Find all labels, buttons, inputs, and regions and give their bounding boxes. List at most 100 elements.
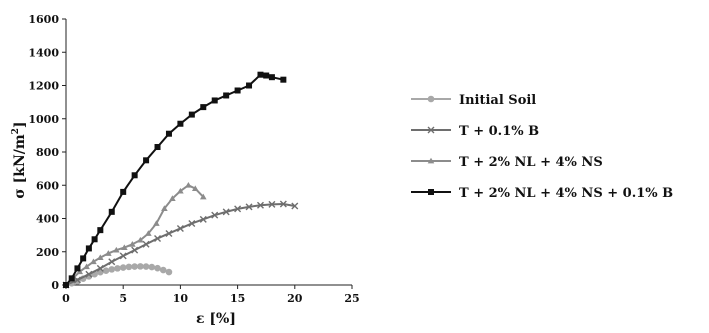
data-point	[119, 264, 127, 271]
data-point	[246, 82, 253, 89]
x-tick-label: 25	[344, 292, 359, 305]
data-point	[176, 224, 184, 232]
legend: Initial Soil T + 0.1% B T + 2% NL + 4% NS T…	[411, 93, 673, 201]
data-point	[74, 265, 81, 272]
data-point	[199, 193, 207, 200]
data-point	[91, 236, 98, 243]
data-point	[257, 71, 264, 78]
y-axis-title-close: ]	[12, 121, 28, 128]
data-point	[256, 201, 264, 209]
data-point	[169, 195, 176, 201]
data-point	[80, 255, 87, 262]
data-point	[154, 234, 162, 242]
y-tick-label: 1600	[28, 13, 59, 26]
data-point	[211, 211, 219, 219]
data-point	[188, 111, 195, 118]
data-point	[108, 258, 116, 266]
data-point	[142, 240, 150, 248]
data-point	[161, 205, 168, 211]
series-3	[62, 182, 207, 288]
data-point	[131, 263, 138, 270]
data-point	[85, 245, 92, 252]
data-point	[120, 188, 127, 195]
data-point	[191, 185, 199, 192]
x-axis-title: ε [%]	[196, 311, 236, 327]
data-point	[119, 252, 127, 260]
legend-item-3: T + 2% NL + 4% NS	[411, 155, 603, 170]
data-point	[234, 87, 241, 94]
data-point	[131, 246, 139, 254]
x-tick-label: 10	[173, 292, 189, 305]
data-point	[188, 219, 196, 227]
data-point	[177, 187, 184, 194]
x-tick-label: 5	[119, 292, 127, 305]
data-point	[291, 202, 299, 210]
legend-swatch-marker	[427, 95, 435, 103]
data-point	[83, 263, 90, 270]
data-point	[102, 267, 110, 275]
data-point	[97, 227, 104, 234]
y-tick-label: 0	[51, 279, 59, 292]
data-point	[165, 268, 173, 276]
data-point	[73, 276, 81, 284]
y-tick-label: 1000	[28, 113, 59, 126]
data-point	[185, 182, 192, 188]
legend-swatch-marker	[428, 189, 434, 195]
data-point	[153, 220, 160, 226]
data-point	[154, 264, 161, 272]
data-point	[63, 282, 69, 288]
series-4	[63, 71, 287, 288]
data-point	[108, 208, 115, 215]
data-point	[121, 244, 128, 251]
data-point	[85, 270, 93, 278]
data-point	[90, 258, 97, 265]
legend-label: T + 0.1% B	[459, 124, 539, 139]
series-line	[65, 184, 205, 286]
data-point	[222, 208, 230, 216]
data-point	[131, 172, 138, 179]
data-point	[97, 254, 104, 260]
data-point	[280, 76, 287, 83]
data-point	[148, 263, 156, 271]
x-tick-label: 20	[287, 292, 303, 305]
data-point	[68, 275, 75, 282]
data-point	[142, 263, 150, 270]
data-point	[129, 241, 136, 247]
y-tick-label: 1200	[28, 80, 59, 93]
data-point	[165, 229, 173, 237]
data-point	[145, 230, 152, 236]
data-point	[200, 104, 207, 111]
legend-swatch-marker	[427, 157, 435, 164]
data-point	[234, 205, 242, 213]
data-point	[154, 144, 161, 151]
data-point	[211, 97, 218, 104]
data-point	[108, 266, 116, 273]
legend-label: Initial Soil	[459, 93, 536, 108]
data-point	[113, 246, 120, 253]
y-axis-title: σ [kN/m2]	[11, 121, 28, 198]
data-point	[223, 92, 230, 99]
series-2	[62, 200, 299, 289]
data-point	[105, 250, 112, 256]
axes-group: 0 200 400 600 800 1000 1200 1400 1600 0 5 10 15 20 25	[28, 13, 359, 305]
data-point	[165, 130, 172, 137]
data-point	[177, 120, 184, 127]
y-axis-title-superscript: 2	[11, 128, 21, 134]
data-point	[263, 72, 270, 79]
data-point	[137, 236, 144, 243]
y-axis-title-main: σ [kN/m	[12, 134, 28, 198]
data-point	[143, 157, 150, 164]
data-point	[268, 200, 276, 208]
data-point	[268, 74, 275, 81]
x-tick-label: 0	[62, 292, 70, 305]
y-tick-label: 800	[36, 146, 59, 159]
data-point	[199, 215, 207, 223]
data-point	[114, 265, 121, 272]
legend-swatch-marker	[427, 126, 435, 134]
data-point	[279, 200, 287, 208]
x-tick-label: 15	[230, 292, 245, 305]
data-point	[137, 263, 144, 270]
data-point	[245, 203, 253, 211]
